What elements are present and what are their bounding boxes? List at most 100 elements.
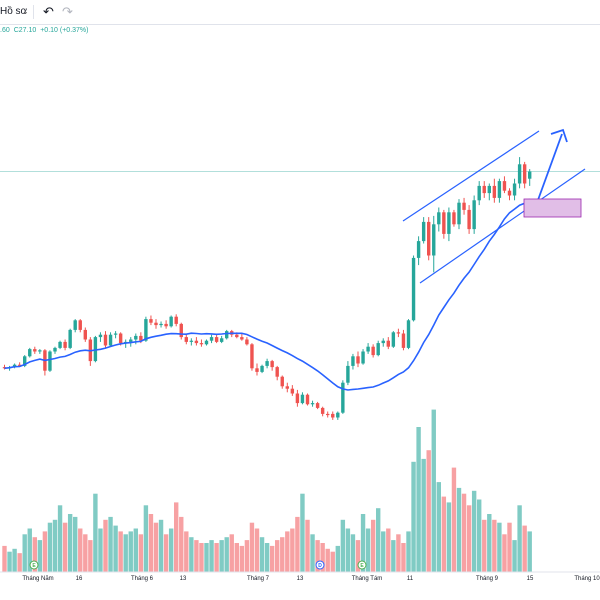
volume-bar bbox=[259, 537, 265, 572]
chart-toolbar: Hồ sơ ⌄ ↶ ↷ bbox=[0, 0, 600, 25]
candle-body bbox=[144, 319, 148, 341]
volume-bar bbox=[512, 540, 517, 572]
x-tick-label: 11 bbox=[407, 576, 414, 582]
candle-body bbox=[33, 349, 37, 352]
candle-body bbox=[103, 334, 108, 346]
volume-bar bbox=[264, 543, 270, 572]
event-symbol: E bbox=[360, 563, 364, 569]
x-tick-label: 16 bbox=[76, 576, 83, 582]
volume-bar bbox=[113, 525, 118, 572]
candle-body bbox=[295, 393, 300, 404]
candle-body bbox=[528, 171, 532, 179]
candle-body bbox=[401, 333, 406, 348]
candle-body bbox=[427, 221, 431, 256]
candle-body bbox=[290, 388, 295, 394]
candle-body bbox=[174, 316, 178, 324]
channel-upper-line bbox=[402, 130, 540, 222]
volume-bar bbox=[52, 519, 58, 572]
candle-body bbox=[240, 337, 244, 340]
volume-bar bbox=[386, 528, 391, 572]
earnings-marker-icon: E bbox=[29, 560, 39, 570]
candle-body bbox=[457, 202, 461, 225]
candle-body bbox=[497, 181, 502, 198]
candle-body bbox=[209, 337, 214, 341]
candle-body bbox=[255, 368, 259, 372]
candle-body bbox=[184, 337, 188, 342]
candle-body bbox=[53, 347, 57, 352]
volume-bar bbox=[310, 534, 315, 572]
volume-bar bbox=[487, 514, 492, 572]
up-arrow-icon bbox=[550, 128, 568, 143]
volume-bar bbox=[269, 545, 275, 572]
event-circle bbox=[29, 560, 39, 570]
chevron-down-icon[interactable]: ⌄ bbox=[22, 7, 29, 16]
candle-body bbox=[250, 344, 254, 369]
x-tick-label: Tháng 7 bbox=[247, 576, 270, 582]
candle-body bbox=[265, 361, 269, 366]
candle-body bbox=[507, 190, 512, 196]
volume-bar bbox=[174, 502, 179, 572]
event-circle bbox=[357, 560, 367, 570]
candle-body bbox=[416, 241, 421, 258]
volume-bar bbox=[335, 545, 340, 572]
volume-bar bbox=[143, 505, 149, 572]
volume-bar bbox=[502, 534, 507, 572]
candle-body bbox=[346, 365, 350, 383]
candle-body bbox=[179, 323, 183, 338]
volume-bar bbox=[179, 516, 184, 572]
volume-bar bbox=[381, 531, 386, 572]
volume-bar bbox=[98, 528, 103, 572]
volume-bar bbox=[345, 528, 351, 572]
candle-body bbox=[371, 346, 375, 356]
volume-bar bbox=[209, 540, 214, 572]
candle-body bbox=[462, 202, 466, 210]
candle-body bbox=[432, 224, 436, 256]
x-tick-label: Tháng 10 bbox=[574, 576, 600, 582]
candle-body bbox=[260, 365, 264, 372]
volume-bar bbox=[451, 467, 457, 572]
volume-bar bbox=[133, 528, 138, 572]
candle-body bbox=[517, 164, 522, 184]
volume-bar bbox=[431, 409, 436, 572]
candle-body bbox=[406, 320, 411, 348]
candle-body bbox=[477, 185, 481, 201]
moving-average-line bbox=[4, 198, 531, 391]
volume-bar bbox=[37, 540, 43, 572]
up-arrow-shaft bbox=[537, 133, 563, 201]
x-tick-label: Tháng 9 bbox=[476, 576, 499, 582]
volume-bar bbox=[27, 528, 32, 572]
undo-icon[interactable]: ↶ bbox=[43, 4, 54, 19]
volume-bar bbox=[17, 553, 22, 572]
volume-bar bbox=[219, 540, 224, 572]
volume-bar bbox=[527, 531, 532, 572]
candle-body bbox=[447, 212, 451, 234]
candle-body bbox=[285, 386, 289, 389]
candle-body bbox=[351, 356, 355, 366]
volume-bar bbox=[239, 545, 245, 572]
profile-button[interactable]: Hồ sơ bbox=[0, 6, 28, 17]
channel-lower-line bbox=[419, 168, 586, 284]
volume-bar bbox=[421, 458, 426, 572]
volume-bar bbox=[295, 516, 300, 572]
volume-bar bbox=[355, 540, 361, 572]
volume-bar bbox=[456, 487, 462, 572]
toolbar-divider bbox=[33, 5, 34, 19]
volume-bar bbox=[73, 516, 78, 572]
volume-bar bbox=[67, 514, 73, 572]
candle-body bbox=[235, 334, 239, 338]
candlesticks bbox=[2, 157, 532, 420]
candle-body bbox=[472, 200, 476, 230]
volume-bar bbox=[406, 531, 411, 572]
volume-bar bbox=[189, 537, 194, 572]
volume-bar bbox=[436, 482, 441, 572]
redo-icon[interactable]: ↷ bbox=[62, 4, 73, 19]
candle-body bbox=[522, 164, 527, 184]
volume-bar bbox=[416, 427, 421, 572]
drawings[interactable] bbox=[402, 128, 586, 284]
volume-bar bbox=[103, 519, 108, 572]
candle-body bbox=[467, 209, 471, 230]
volume-bar bbox=[522, 525, 527, 572]
candle-body bbox=[331, 413, 335, 418]
